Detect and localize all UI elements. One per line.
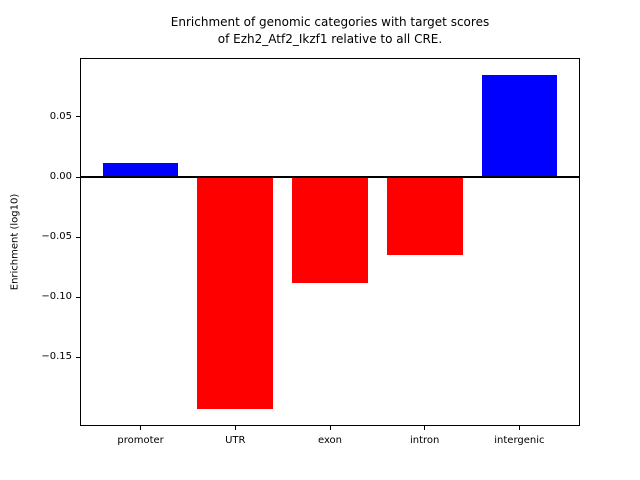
plot-area bbox=[80, 58, 580, 426]
y-tick-label: −0.10 bbox=[41, 291, 72, 303]
x-tick-label-intron: intron bbox=[409, 435, 440, 446]
zero-line bbox=[80, 176, 580, 179]
bar-promoter bbox=[102, 162, 179, 178]
x-tick-mark bbox=[329, 426, 331, 430]
y-tick-label: 0.00 bbox=[49, 171, 72, 183]
x-tick-mark bbox=[518, 426, 520, 430]
x-tick-mark bbox=[424, 426, 426, 430]
plot-inner bbox=[80, 58, 580, 426]
x-tick-label-exon: exon bbox=[317, 435, 343, 446]
bar-UTR bbox=[197, 177, 274, 410]
bar-intron bbox=[386, 177, 463, 256]
bar-exon bbox=[292, 177, 368, 283]
chart-title-line2: of Ezh2_Atf2_Ikzf1 relative to all CRE. bbox=[217, 32, 443, 46]
y-tick-mark bbox=[76, 236, 80, 238]
x-tick-mark bbox=[234, 426, 236, 430]
chart-title: Enrichment of genomic categories with ta… bbox=[80, 14, 580, 48]
y-tick-label: 0.05 bbox=[49, 110, 72, 122]
y-tick-mark bbox=[76, 176, 80, 178]
x-tick-label-intergenic: intergenic bbox=[494, 435, 545, 446]
bar-intergenic bbox=[481, 74, 558, 178]
y-tick-mark bbox=[76, 356, 80, 358]
y-tick-mark bbox=[76, 116, 80, 118]
y-tick-label: −0.15 bbox=[41, 351, 72, 363]
chart-title-line1: Enrichment of genomic categories with ta… bbox=[170, 15, 490, 29]
x-tick-label-UTR: UTR bbox=[225, 435, 246, 446]
x-tick-label-promoter: promoter bbox=[117, 435, 164, 446]
y-tick-label: −0.05 bbox=[41, 231, 72, 243]
y-tick-mark bbox=[76, 296, 80, 298]
x-tick-mark bbox=[140, 426, 142, 430]
